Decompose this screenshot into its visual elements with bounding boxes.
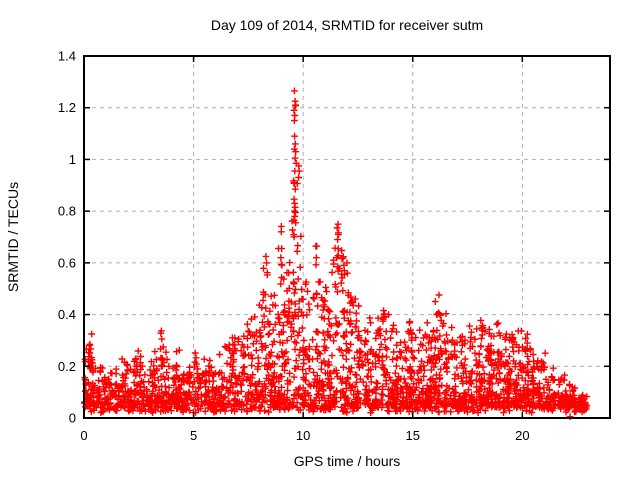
x-tick-label-0: 0 [80,428,87,443]
chart-title: Day 109 of 2014, SRMTID for receiver sut… [211,17,483,33]
x-axis-label: GPS time / hours [294,453,401,469]
scatter-data-points [81,87,591,421]
y-tick-label-1.2: 1.2 [58,100,76,115]
x-tick-label-10: 10 [296,428,310,443]
plot-frame [83,55,611,419]
x-tick-label-15: 15 [406,428,420,443]
y-tick-label-0.4: 0.4 [58,307,76,322]
y-axis-label: SRMTID / TECUs [5,182,21,292]
y-tick-label-1: 1 [69,152,76,167]
axis-ticks [83,55,610,419]
y-tick-label-0.2: 0.2 [58,359,76,374]
x-tick-label-20: 20 [515,428,529,443]
y-tick-label-1.4: 1.4 [58,49,76,64]
y-tick-label-0.6: 0.6 [58,255,76,270]
y-tick-label-0.8: 0.8 [58,204,76,219]
plot-border [83,55,611,419]
x-tick-label-5: 5 [190,428,197,443]
tick-labels: 0 5 10 15 20 0 0.2 0.4 0.6 0.8 1 1.2 1.4 [58,49,530,444]
y-tick-label-0: 0 [69,411,76,426]
